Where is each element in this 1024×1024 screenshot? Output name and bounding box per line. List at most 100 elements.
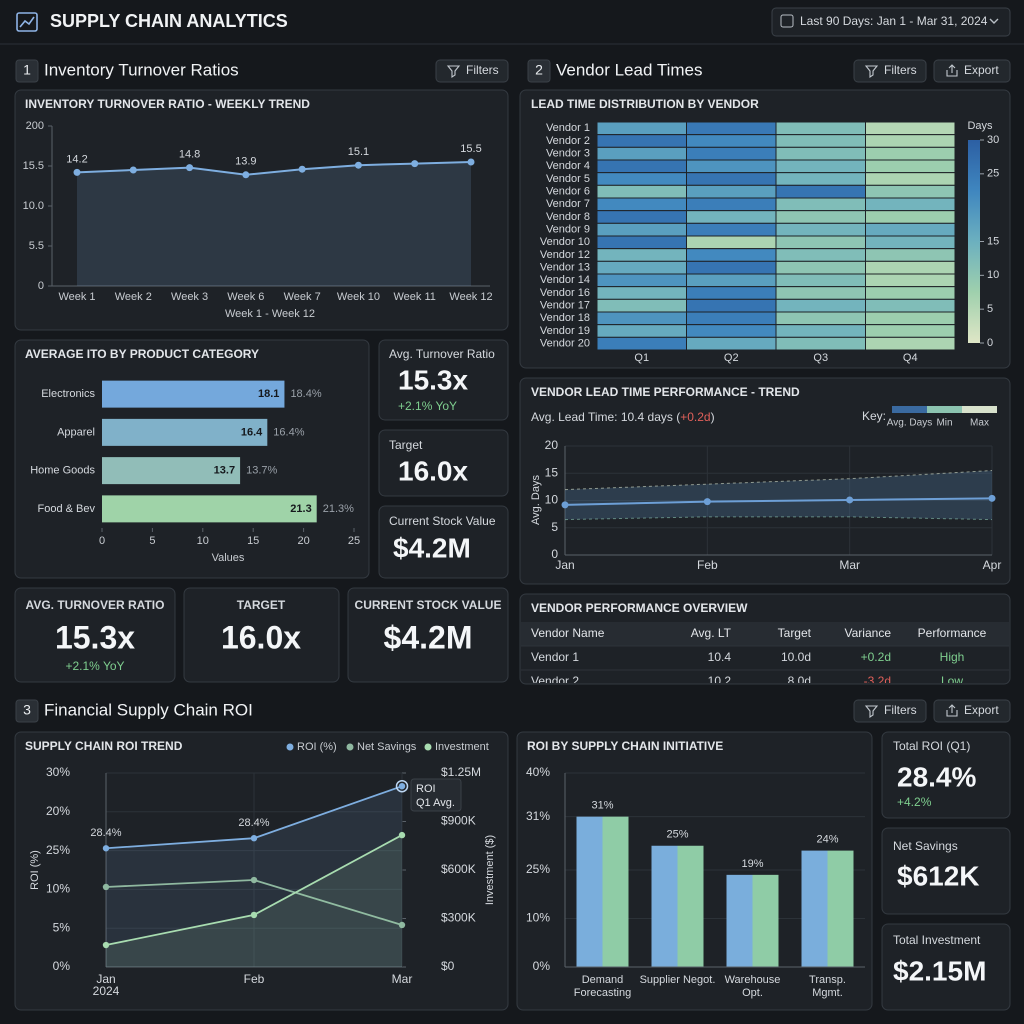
heatmap-cell xyxy=(775,222,866,237)
heatmap-cell xyxy=(596,273,687,288)
table-cell: Vendor 1 xyxy=(531,650,579,664)
colorbar-tick-label: 15 xyxy=(987,235,999,247)
app-title: SUPPLY CHAIN ANALYTICS xyxy=(50,11,288,31)
table-header-cell: Avg. LT xyxy=(691,626,732,640)
kpi-value: $612K xyxy=(897,860,980,891)
heatmap-cell xyxy=(865,197,956,212)
heatmap-cell xyxy=(865,159,956,174)
button-label[interactable]: Export xyxy=(964,63,999,77)
x-tick-label: Week 11 xyxy=(394,291,436,303)
heatmap-cell xyxy=(775,336,866,351)
legend-label: Net Savings xyxy=(357,741,417,753)
point xyxy=(250,911,258,919)
heatmap-cell xyxy=(775,235,866,250)
heatmap-cell xyxy=(596,222,687,237)
point xyxy=(102,883,110,891)
heatmap-cell xyxy=(865,248,956,262)
heatmap-cell xyxy=(596,286,687,300)
heatmap-cell xyxy=(775,286,866,300)
value-label: 18.4% xyxy=(290,388,321,400)
subtitle-part: Avg. Lead Time: 10.4 days ( xyxy=(531,410,680,424)
x-tick-label: 20 xyxy=(297,535,309,547)
date-range-text[interactable]: Last 90 Days: Jan 1 - Mar 31, 2024 xyxy=(800,14,988,28)
point xyxy=(561,501,569,509)
y-tick-label: 40% xyxy=(526,765,550,779)
heatmap-cell xyxy=(686,121,777,136)
heatmap-cell xyxy=(686,324,777,338)
kpi-label: Total Investment xyxy=(893,933,981,947)
chart-title: SUPPLY CHAIN ROI TREND xyxy=(25,739,183,753)
y-tick-label: 31% xyxy=(526,809,550,823)
x-tick-label: Demand xyxy=(582,974,624,986)
heatmap-cell xyxy=(686,222,777,237)
panel xyxy=(881,731,1011,819)
annotation: 28.4% xyxy=(90,827,121,839)
x-tick-label: Opt. xyxy=(742,987,763,999)
colorbar-tick-label: 30 xyxy=(987,134,999,146)
bar xyxy=(576,816,629,967)
heatmap-cell xyxy=(775,324,866,338)
kpi-label: Target xyxy=(389,438,423,452)
value-label: 25% xyxy=(666,829,688,841)
y-tick-label: 10% xyxy=(46,882,70,896)
y-axis-label: ROI (%) xyxy=(29,850,41,890)
panel xyxy=(14,89,509,331)
section-number-box xyxy=(15,699,39,723)
date-range-box[interactable] xyxy=(771,7,1011,37)
value-label: 15.1 xyxy=(348,146,369,158)
row-label: Vendor 8 xyxy=(546,211,590,223)
kpi-delta: +2.1% YoY xyxy=(65,659,124,673)
row-label: Vendor 3 xyxy=(546,148,590,160)
point xyxy=(703,498,711,506)
y-tick-label: 20% xyxy=(46,804,70,818)
heatmap-cell xyxy=(596,260,687,275)
button-label[interactable]: Filters xyxy=(466,63,499,77)
row-label: Vendor 5 xyxy=(546,173,590,185)
row-label: Vendor 6 xyxy=(546,186,590,198)
kpi-value: 16.0x xyxy=(398,455,468,486)
chart-title: ROI BY SUPPLY CHAIN INITIATIVE xyxy=(527,739,723,753)
x-tick-label: Feb xyxy=(697,558,718,572)
x-tick-label: Week 1 xyxy=(58,291,95,303)
legend-swatch xyxy=(927,406,962,413)
button-label[interactable]: Filters xyxy=(884,63,917,77)
heatmap-cell xyxy=(775,311,866,326)
heatmap-cell xyxy=(775,172,866,186)
date-range-button[interactable]: Last 90 Days: Jan 1 - Mar 31, 2024 xyxy=(771,7,1011,37)
heatmap-cell xyxy=(865,311,956,326)
point xyxy=(467,158,475,166)
column-label: Q3 xyxy=(813,352,828,364)
heatmap-cell xyxy=(775,260,866,275)
heatmap-cell xyxy=(686,134,777,148)
heatmap-cell xyxy=(865,286,956,300)
heatmap-cell xyxy=(686,298,777,313)
y-tick-label: 10% xyxy=(526,911,550,925)
heatmap-cell xyxy=(686,336,777,351)
y-tick-label: 25% xyxy=(526,862,550,876)
y-tick-label: 0% xyxy=(53,959,71,973)
heatmap-cell xyxy=(686,159,777,174)
y-tick-label: 5 xyxy=(551,520,558,534)
point xyxy=(398,831,406,839)
y-axis-label: Avg. Days xyxy=(530,475,542,525)
y2-axis-label: Investment ($) xyxy=(484,835,496,905)
panel xyxy=(183,587,340,683)
y-tick-label: 0 xyxy=(38,280,44,292)
button-label[interactable]: Filters xyxy=(884,703,917,717)
table-cell: Vendor 2 xyxy=(531,674,579,688)
panel xyxy=(378,339,509,421)
highlight-ring xyxy=(395,779,409,793)
value-label: 14.2 xyxy=(66,153,87,165)
y-tick-label: 30% xyxy=(46,765,70,779)
colorbar-label: Days xyxy=(967,120,993,132)
y-tick-label: 15.5 xyxy=(23,160,44,172)
table-cell: 10.4 xyxy=(708,650,732,664)
y-tick-label: 10 xyxy=(545,493,559,507)
section-title: Inventory Turnover Ratios xyxy=(44,60,239,79)
panel xyxy=(14,587,176,683)
x-tick-label: Mar xyxy=(839,558,860,572)
button-label[interactable]: Export xyxy=(964,703,999,717)
value-label: 18.1 xyxy=(258,388,279,400)
x-tick-label: Week 2 xyxy=(115,291,152,303)
